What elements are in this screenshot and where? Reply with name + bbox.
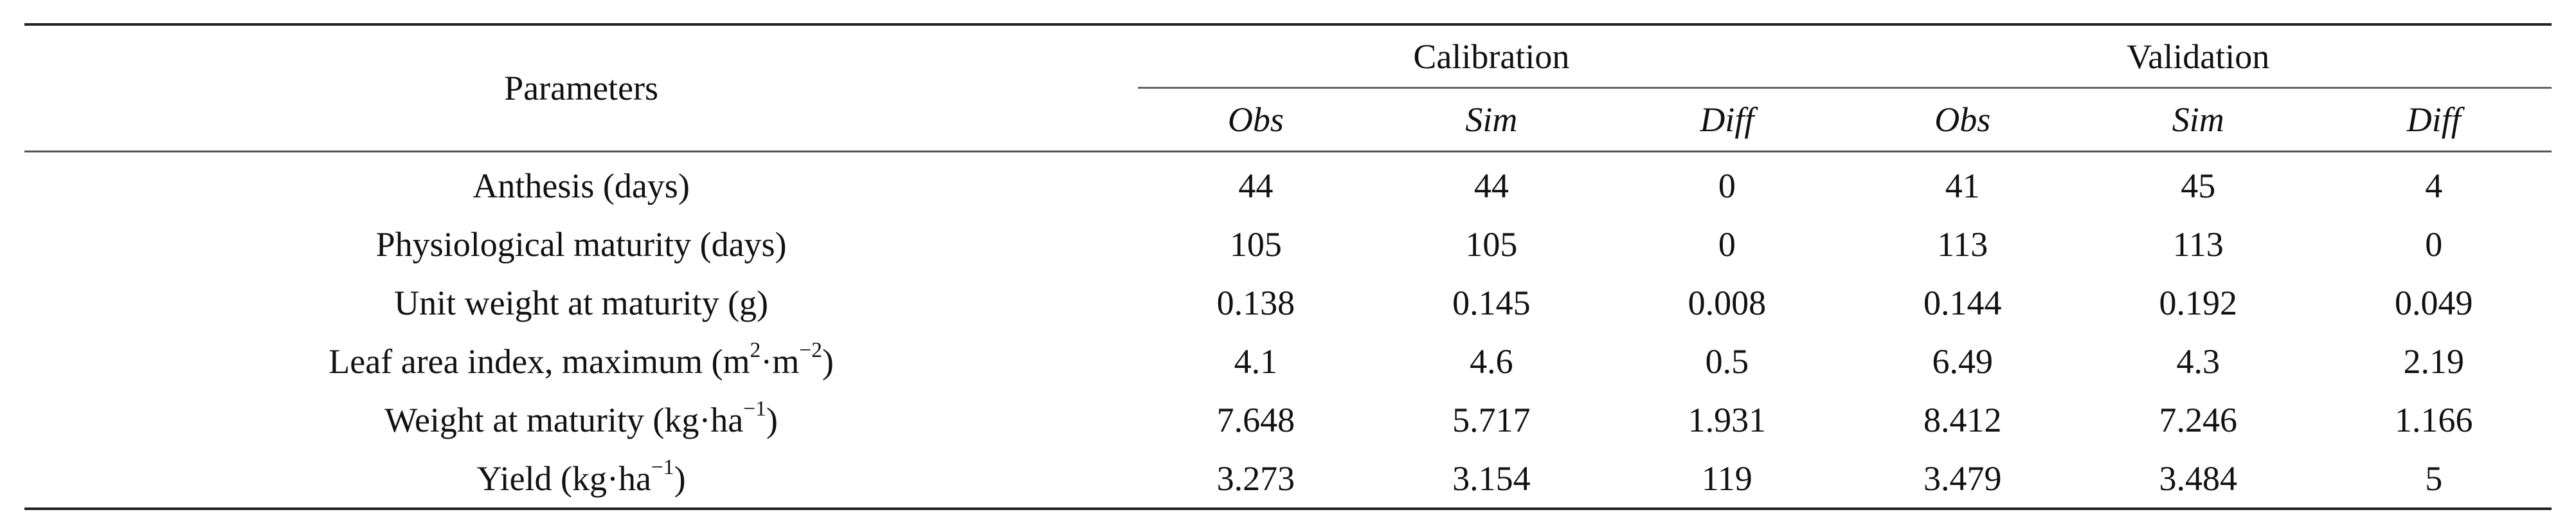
table-cell: 3.273 bbox=[1138, 449, 1374, 510]
row-label-text: ) bbox=[674, 459, 686, 498]
calibration-obs-header: Obs bbox=[1138, 87, 1374, 152]
table-row: Physiological maturity (days) 105 105 0 … bbox=[24, 215, 2552, 273]
table-cell: 5.717 bbox=[1452, 400, 1531, 439]
table-cell: 3.154 bbox=[1373, 449, 1610, 510]
results-table-container: Parameters Calibration Validation Obs Si… bbox=[24, 23, 2552, 510]
calibration-sim-header: Sim bbox=[1373, 87, 1610, 152]
row-label: Leaf area index, maximum (m2·m−2) bbox=[24, 332, 1138, 390]
row-label: Anthesis (days) bbox=[24, 152, 1138, 215]
parameters-header: Parameters bbox=[24, 23, 1139, 152]
table-cell: 3.479 bbox=[1844, 449, 2080, 510]
table-cell: 105 bbox=[1229, 224, 1282, 264]
table-cell: 0.192 bbox=[2159, 283, 2237, 322]
row-label-text: Yield (kg·ha bbox=[476, 459, 651, 498]
table-row: Unit weight at maturity (g) 0.138 0.145 … bbox=[24, 273, 2552, 332]
table-cell: 119 bbox=[1609, 449, 1845, 510]
calibration-validation-table: Parameters Calibration Validation Obs Si… bbox=[24, 23, 2552, 510]
table-cell: 4.6 bbox=[1470, 342, 1513, 381]
table-row: Anthesis (days) 44 44 0 41 45 4 bbox=[24, 152, 2552, 215]
table-cell: 7.246 bbox=[2159, 400, 2237, 439]
table-cell: 0.049 bbox=[2394, 283, 2473, 322]
row-label-text: Physiological maturity (days) bbox=[375, 224, 787, 264]
row-label-text: ) bbox=[766, 400, 778, 439]
table-cell: 0.5 bbox=[1705, 342, 1749, 381]
row-label-text: Leaf area index, maximum (m bbox=[329, 342, 750, 381]
row-label-superscript: −1 bbox=[651, 455, 674, 480]
table-cell: 8.412 bbox=[1923, 400, 2002, 439]
table-cell: 0.144 bbox=[1923, 283, 2002, 322]
validation-group-header: Validation bbox=[1844, 23, 2552, 89]
table-cell: 4 bbox=[2425, 166, 2443, 205]
row-label: Weight at maturity (kg·ha−1) bbox=[24, 390, 1138, 449]
table-cell: 105 bbox=[1465, 224, 1518, 264]
table-cell: 0.145 bbox=[1452, 283, 1531, 322]
table-cell: 0.138 bbox=[1216, 283, 1295, 322]
validation-diff-header: Diff bbox=[2316, 87, 2552, 152]
table-cell: 0.008 bbox=[1688, 283, 1767, 322]
table-row: Weight at maturity (kg·ha−1) 7.648 5.717… bbox=[24, 390, 2552, 449]
table-cell: 113 bbox=[1937, 224, 1988, 264]
row-label-superscript: 2 bbox=[750, 338, 761, 363]
table-cell: 4.1 bbox=[1234, 342, 1278, 381]
validation-sim-header: Sim bbox=[2080, 87, 2316, 152]
calibration-group-header: Calibration bbox=[1138, 23, 1845, 89]
table-cell: 0 bbox=[1718, 166, 1736, 205]
table-cell: 3.484 bbox=[2080, 449, 2316, 510]
table-row: Leaf area index, maximum (m2·m−2) 4.1 4.… bbox=[24, 332, 2552, 390]
table-cell: 44 bbox=[1238, 166, 1274, 205]
table-cell: 1.166 bbox=[2394, 400, 2473, 439]
row-label-superscript: −2 bbox=[799, 338, 822, 363]
table-cell: 45 bbox=[2181, 166, 2216, 205]
table-cell: 0 bbox=[1718, 224, 1736, 264]
table-row: Yield (kg·ha−1) 3.273 3.154 119 3.479 3.… bbox=[24, 449, 2552, 510]
table-cell: 113 bbox=[2172, 224, 2224, 264]
table-cell: 1.931 bbox=[1688, 400, 1767, 439]
row-label: Physiological maturity (days) bbox=[24, 215, 1138, 273]
table-cell: 44 bbox=[1473, 166, 1509, 205]
row-label: Unit weight at maturity (g) bbox=[24, 273, 1138, 332]
table-cell: 2.19 bbox=[2403, 342, 2464, 381]
table-cell: 5 bbox=[2316, 449, 2552, 510]
calibration-diff-header: Diff bbox=[1609, 87, 1845, 152]
table-cell: 4.3 bbox=[2176, 342, 2220, 381]
validation-obs-header: Obs bbox=[1844, 87, 2080, 152]
row-label-text: Unit weight at maturity (g) bbox=[394, 283, 769, 322]
row-label-text: Anthesis (days) bbox=[473, 166, 690, 205]
table-cell: 6.49 bbox=[1932, 342, 1994, 381]
table-cell: 7.648 bbox=[1216, 400, 1295, 439]
table-cell: 0 bbox=[2425, 224, 2443, 264]
row-label: Yield (kg·ha−1) bbox=[24, 449, 1139, 510]
row-label-text: ·m bbox=[761, 342, 800, 381]
table-cell: 41 bbox=[1945, 166, 1980, 205]
row-label-text: Weight at maturity (kg·ha bbox=[384, 400, 744, 439]
row-label-text: ) bbox=[822, 342, 834, 381]
row-label-superscript: −1 bbox=[743, 397, 766, 421]
